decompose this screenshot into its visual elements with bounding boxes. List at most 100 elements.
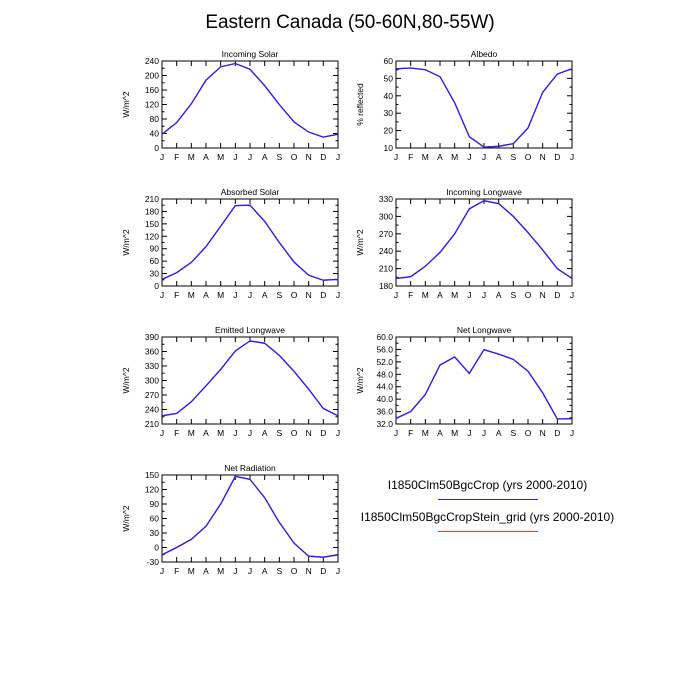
y-tick-label: 60 — [150, 256, 160, 266]
x-tick-label: M — [217, 290, 224, 300]
x-tick-label: J — [482, 290, 486, 300]
x-tick-label: J — [248, 566, 252, 576]
y-tick-label: 48.0 — [376, 369, 393, 379]
y-tick-label: 120 — [145, 100, 159, 110]
x-tick-label: A — [437, 428, 443, 438]
x-tick-label: J — [336, 566, 340, 576]
x-tick-label: M — [217, 566, 224, 576]
chart-title: Albedo — [471, 49, 498, 59]
x-tick-label: O — [291, 566, 298, 576]
chart-panel: Emitted Longwave W/m^2 210 240 270 300 330 360 3… — [121, 325, 340, 438]
series-line — [161, 475, 339, 558]
y-tick-label: 44.0 — [376, 382, 393, 392]
x-tick-label: J — [336, 152, 340, 162]
x-tick-label: D — [320, 566, 326, 576]
series-line — [395, 67, 573, 148]
x-tick-label: J — [160, 152, 164, 162]
legend-line — [437, 499, 538, 500]
chart-panel: Incoming Longwave W/m^2 180 210 240 270 300 330… — [355, 187, 574, 300]
x-tick-label: A — [203, 566, 209, 576]
y-tick-label: 150 — [145, 219, 159, 229]
y-tick-label: 90 — [150, 244, 160, 254]
x-tick-label: D — [554, 152, 560, 162]
x-tick-label: J — [467, 428, 471, 438]
y-axis-label: % reflected — [355, 83, 365, 126]
x-tick-label: J — [467, 152, 471, 162]
y-tick-label: 20 — [384, 126, 394, 136]
y-tick-label: 90 — [150, 499, 160, 509]
legend-entry: I1850Clm50BgcCropStein_grid (yrs 2000-20… — [355, 510, 620, 532]
x-tick-label: D — [320, 152, 326, 162]
plot-frame — [395, 60, 573, 149]
x-tick-label: F — [174, 152, 179, 162]
y-tick-label: 240 — [145, 405, 159, 415]
y-tick-label: 10 — [384, 143, 394, 153]
x-tick-label: D — [320, 428, 326, 438]
x-tick-label: N — [306, 566, 312, 576]
x-tick-label: A — [496, 428, 502, 438]
x-tick-label: M — [422, 152, 429, 162]
x-tick-label: S — [510, 290, 516, 300]
legend-label: I1850Clm50BgcCropStein_grid (yrs 2000-20… — [360, 510, 615, 524]
y-tick-label: 50 — [384, 73, 394, 83]
y-tick-label: 30 — [150, 269, 160, 279]
x-tick-label: N — [306, 428, 312, 438]
x-tick-label: S — [276, 428, 282, 438]
legend-label: I1850Clm50BgcCrop (yrs 2000-2010) — [387, 478, 588, 492]
y-tick-label: 160 — [145, 85, 159, 95]
y-tick-label: 32.0 — [376, 419, 393, 429]
y-tick-label: 180 — [145, 206, 159, 216]
y-tick-label: 240 — [379, 246, 393, 256]
x-tick-label: N — [540, 152, 546, 162]
x-tick-label: O — [291, 290, 298, 300]
x-tick-label: M — [422, 428, 429, 438]
x-tick-label: J — [482, 152, 486, 162]
y-axis-label: W/m^2 — [355, 229, 365, 255]
chart-title: Incoming Solar — [222, 49, 279, 59]
x-tick-label: J — [394, 428, 398, 438]
series-line — [161, 62, 339, 138]
x-tick-label: M — [451, 152, 458, 162]
x-tick-label: S — [276, 152, 282, 162]
legend: I1850Clm50BgcCrop (yrs 2000-2010) I1850C… — [355, 478, 620, 532]
x-tick-label: N — [306, 152, 312, 162]
plot-frame — [161, 336, 339, 425]
y-tick-label: 390 — [145, 332, 159, 342]
series-line — [161, 475, 339, 558]
x-tick-label: N — [540, 428, 546, 438]
legend-line — [437, 531, 538, 532]
x-tick-label: A — [203, 428, 209, 438]
plot-frame — [395, 198, 573, 287]
x-tick-label: J — [248, 428, 252, 438]
y-tick-label: 52.0 — [376, 357, 393, 367]
y-tick-label: 120 — [145, 231, 159, 241]
y-tick-label: 36.0 — [376, 407, 393, 417]
x-tick-label: A — [262, 290, 268, 300]
series-line — [161, 204, 339, 281]
series-line — [161, 62, 339, 138]
x-tick-label: D — [554, 428, 560, 438]
y-tick-label: 200 — [145, 71, 159, 81]
x-tick-label: F — [174, 566, 179, 576]
x-tick-label: F — [408, 428, 413, 438]
chart-title: Net Longwave — [457, 325, 512, 335]
x-tick-label: A — [262, 566, 268, 576]
x-tick-label: J — [160, 290, 164, 300]
x-tick-label: J — [482, 428, 486, 438]
y-tick-label: 60 — [150, 514, 160, 524]
x-tick-label: O — [525, 152, 532, 162]
y-tick-label: 150 — [145, 470, 159, 480]
y-tick-label: 330 — [379, 194, 393, 204]
y-tick-label: 30 — [384, 108, 394, 118]
x-tick-label: S — [510, 152, 516, 162]
x-tick-label: A — [262, 428, 268, 438]
series-line — [395, 200, 573, 280]
x-tick-label: M — [188, 290, 195, 300]
y-tick-label: 60.0 — [376, 332, 393, 342]
y-tick-label: 56.0 — [376, 344, 393, 354]
x-tick-label: J — [233, 152, 237, 162]
page-title: Eastern Canada (50-60N,80-55W) — [205, 12, 495, 33]
x-tick-label: M — [217, 152, 224, 162]
